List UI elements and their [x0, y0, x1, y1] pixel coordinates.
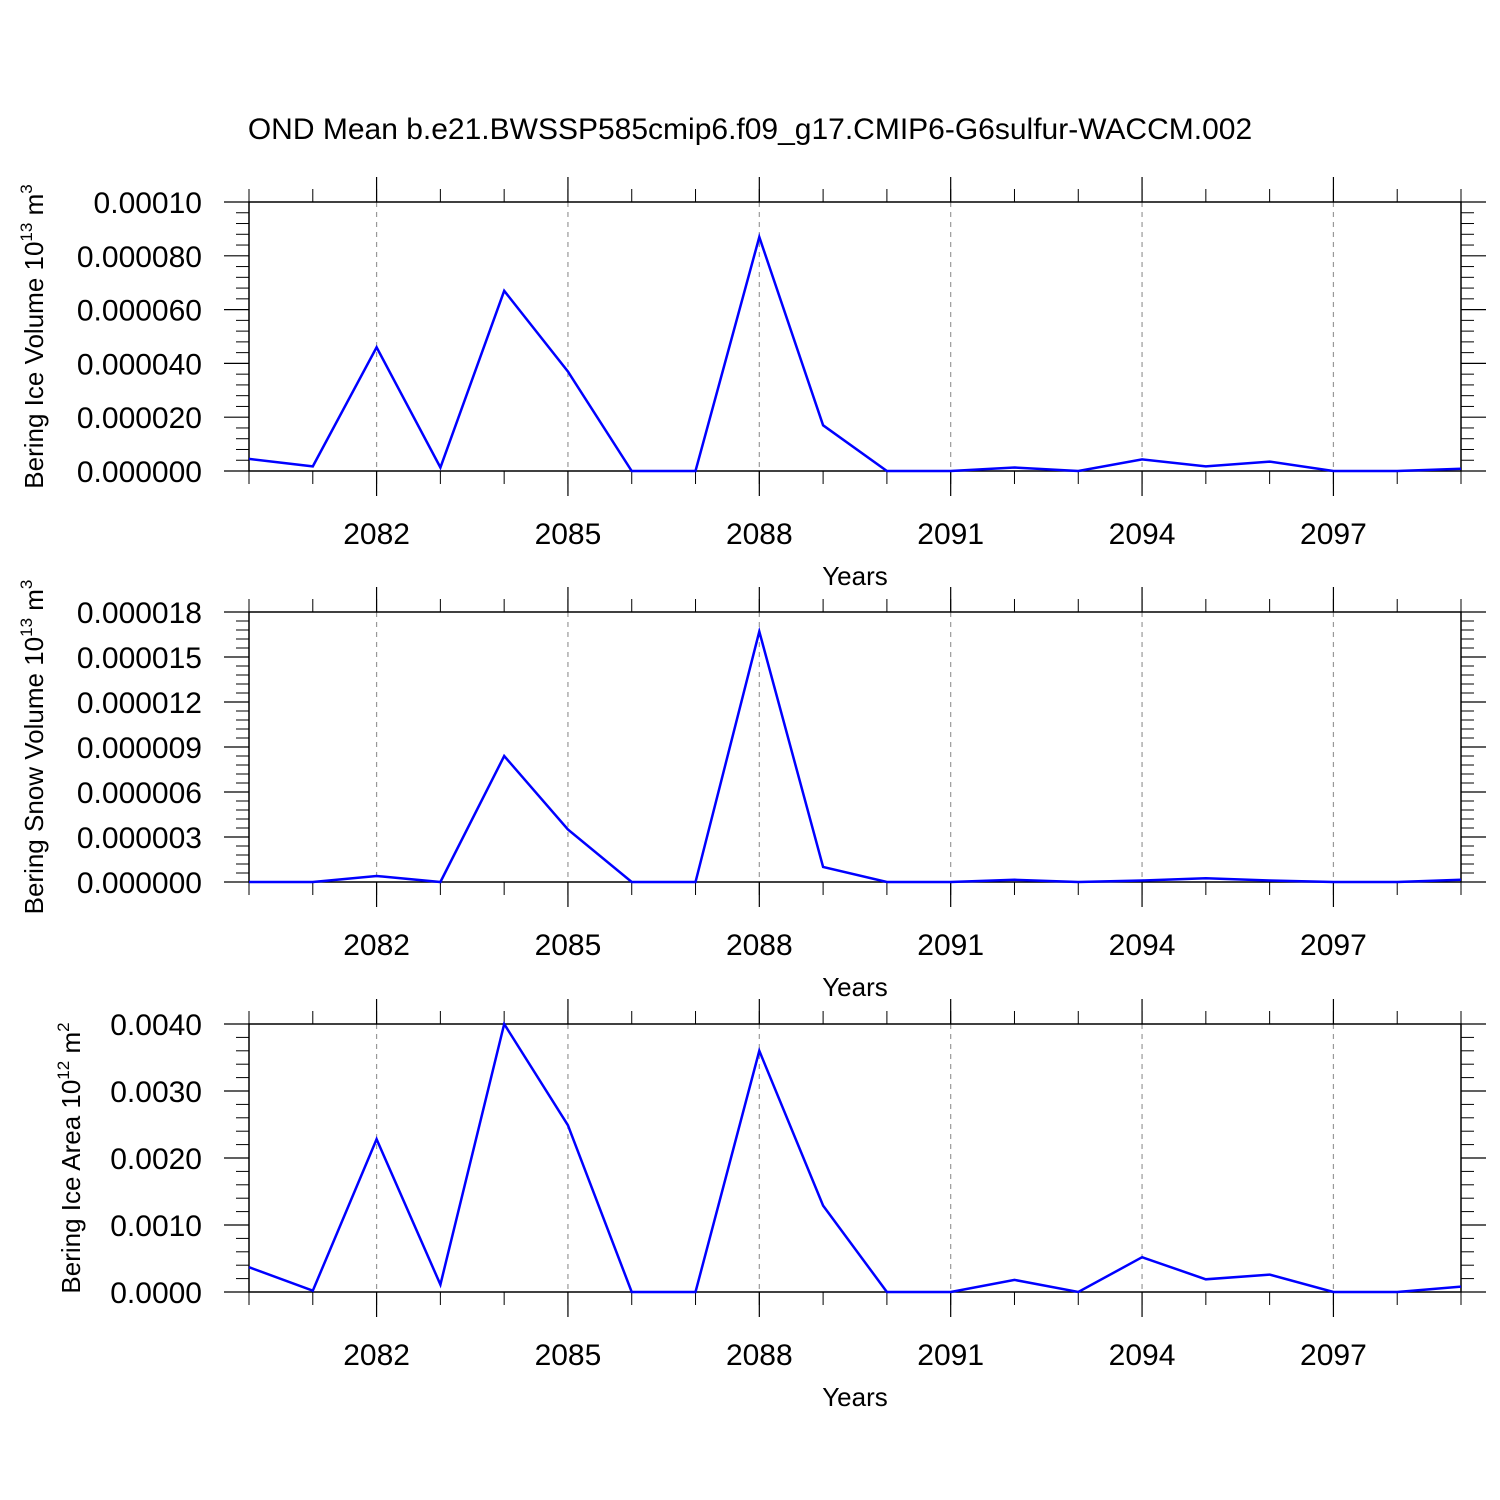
x-axis-label: Years: [822, 972, 888, 1002]
panels: 2082 2085 2088 2091 2094 20970.0000000.000020…: [17, 177, 1486, 1412]
y-tick-label: 0.000018: [77, 597, 202, 630]
x-axis-label: Years: [822, 1382, 888, 1412]
y-tick-label: 0.000040: [77, 348, 202, 381]
x-tick-label: 2097: [1300, 518, 1367, 551]
x-tick-label: 2085: [535, 518, 602, 551]
chart-title: OND Mean b.e21.BWSSP585cmip6.f09_g17.CMI…: [248, 113, 1252, 146]
x-tick-label: 2088: [726, 518, 793, 551]
y-tick-label: 0.000000: [77, 867, 202, 900]
x-axis-label: Years: [822, 561, 888, 591]
y-tick-label: 0.000060: [77, 295, 202, 328]
x-tick-label: 2085: [535, 929, 602, 962]
x-tick-label: 2082: [343, 518, 410, 551]
x-tick-label: 2088: [726, 929, 793, 962]
chart-panel-2: 2082 2085 2088 2091 2094 2097 0.000000 0.000003…: [17, 580, 1486, 1002]
series-line: [248, 232, 1462, 473]
x-tick-label: 2085: [535, 1339, 602, 1372]
y-axis-label: Bering Ice Volume 1013 m3: [17, 184, 49, 488]
x-tick-label: 2097: [1300, 1339, 1367, 1372]
chart-panel-3: 2082 2085 2088 2091 2094 2097 0.0000 0.0010 0.00…: [54, 999, 1486, 1412]
series-line: [249, 626, 1462, 884]
y-tick-label: 0.0010: [110, 1210, 202, 1243]
y-tick-label: 0.000003: [77, 822, 202, 855]
x-tick-label: 2082: [343, 1339, 410, 1372]
x-tick-label: 2091: [917, 1339, 984, 1372]
x-tick-label: 2088: [726, 1339, 793, 1372]
x-tick-label: 2082: [343, 929, 410, 962]
x-tick-label: 2091: [917, 929, 984, 962]
y-tick-label: 0.000000: [77, 456, 202, 489]
y-tick-label: 0.00010: [94, 187, 202, 220]
y-tick-label: 0.000020: [77, 402, 202, 435]
y-tick-label: 0.000080: [77, 241, 202, 274]
y-tick-label: 0.000015: [77, 642, 202, 675]
plot-frame: [248, 611, 1462, 883]
y-tick-label: 0.0040: [110, 1009, 202, 1042]
chart-panel-1: 2082 2085 2088 2091 2094 2097 0.000000 0.000020…: [17, 177, 1486, 591]
x-tick-label: 2094: [1109, 1339, 1176, 1372]
y-tick-label: 0.0000: [110, 1277, 202, 1310]
y-axis-label: Bering Ice Area 1012 m2: [54, 1022, 86, 1293]
y-tick-label: 0.000009: [77, 732, 202, 765]
x-tick-label: 2097: [1300, 929, 1367, 962]
plot-frame: [248, 1023, 1462, 1293]
y-tick-label: 0.0020: [110, 1143, 202, 1176]
plot-frame: [248, 201, 1462, 472]
x-tick-label: 2094: [1109, 518, 1176, 551]
y-tick-label: 0.000006: [77, 777, 202, 810]
y-tick-label: 0.0030: [110, 1076, 202, 1109]
x-tick-label: 2091: [917, 518, 984, 551]
y-tick-label: 0.000012: [77, 687, 202, 720]
x-tick-label: 2094: [1109, 929, 1176, 962]
y-axis-label: Bering Snow Volume 1013 m3: [17, 580, 49, 915]
series-line: [248, 1020, 1462, 1294]
